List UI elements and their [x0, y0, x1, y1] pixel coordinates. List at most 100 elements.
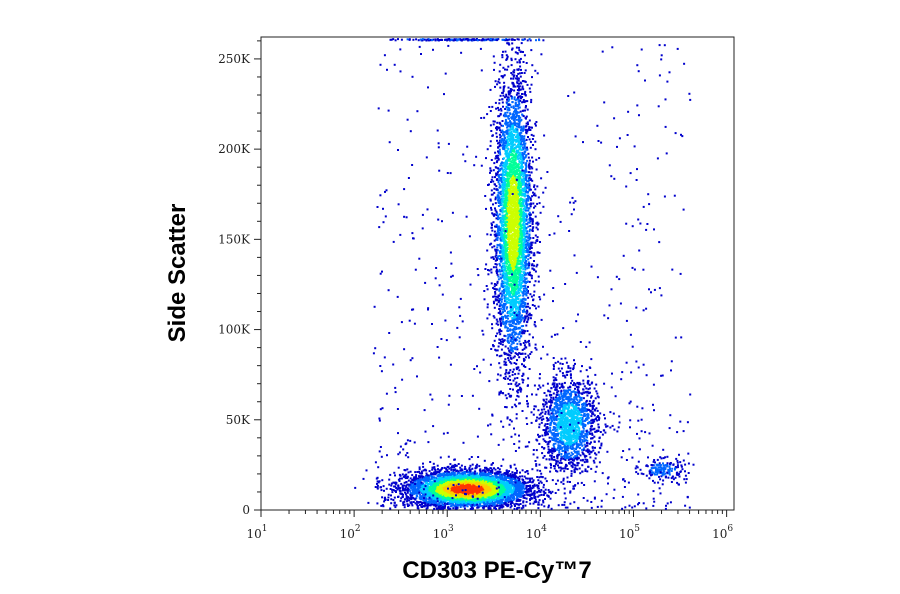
event-dot [437, 482, 440, 485]
event-dot [549, 497, 552, 500]
event-dot [389, 488, 392, 490]
event-dot [414, 487, 417, 490]
event-dot [544, 477, 547, 480]
event-dot [467, 476, 470, 479]
event-dot [519, 486, 522, 489]
event-dot [389, 473, 392, 476]
event-dot [509, 500, 511, 502]
event-dot [435, 481, 437, 484]
event-dot [533, 484, 536, 487]
event-dot [468, 497, 471, 500]
event-dot [494, 472, 496, 475]
event-dot [509, 482, 511, 484]
event-dot [547, 489, 550, 491]
event-dot [411, 488, 414, 491]
event-dot [485, 466, 488, 469]
event-dot [416, 482, 419, 485]
event-dot [519, 487, 522, 490]
event-dot [479, 496, 482, 499]
event-dot [537, 495, 540, 498]
event-dot [381, 479, 384, 482]
event-dot [475, 484, 478, 487]
event-dot [507, 480, 509, 482]
event-dot [414, 498, 417, 501]
event-dot [397, 478, 400, 481]
event-dot [511, 490, 514, 493]
event-dot [508, 491, 510, 494]
event-dot [399, 492, 402, 495]
event-dot [435, 480, 438, 483]
event-dot [456, 493, 459, 496]
event-dot [529, 499, 531, 502]
event-dot [509, 491, 512, 494]
event-dot [430, 503, 433, 506]
event-dot [485, 477, 488, 480]
event-dot [449, 481, 452, 483]
event-dot [436, 503, 439, 506]
event-dot [503, 479, 506, 482]
event-dot [480, 491, 483, 494]
event-dot [510, 484, 513, 486]
event-dot [510, 476, 513, 479]
event-dot [426, 495, 429, 498]
event-dot [362, 477, 365, 480]
event-dot [433, 493, 436, 495]
event-dot [464, 487, 467, 490]
event-dot [456, 506, 459, 509]
event-dot [483, 469, 486, 472]
event-dot [509, 498, 512, 501]
event-dot [409, 480, 412, 483]
event-dot [458, 480, 461, 483]
event-dot [479, 468, 482, 471]
event-dot [548, 491, 551, 494]
event-dot [498, 468, 501, 471]
event-dot [540, 489, 543, 491]
event-dot [391, 491, 394, 494]
event-dot [408, 504, 411, 507]
event-dot [554, 492, 557, 494]
event-dot [409, 470, 412, 473]
event-dot [461, 486, 464, 489]
event-dot [480, 501, 483, 504]
event-dot [486, 478, 489, 481]
event-dot [434, 469, 437, 471]
event-dot [383, 489, 385, 492]
event-dot [501, 479, 504, 482]
event-dot [473, 475, 476, 478]
event-dot [542, 483, 545, 486]
event-dot [478, 500, 481, 503]
event-dot [441, 489, 444, 492]
event-dot [533, 496, 536, 499]
event-dot [450, 489, 453, 492]
event-dot [488, 478, 491, 480]
event-dot [445, 467, 448, 470]
event-dot [421, 484, 424, 487]
event-dot [392, 481, 395, 484]
event-dot [482, 469, 485, 472]
event-dot [428, 494, 431, 496]
event-dot [431, 490, 434, 493]
event-dot [471, 488, 474, 491]
event-dot [471, 486, 474, 489]
event-dot [547, 495, 550, 498]
event-dot [448, 471, 451, 474]
event-dot [489, 496, 492, 499]
event-dot [466, 501, 469, 504]
event-dot [461, 484, 464, 487]
event-dot [449, 494, 452, 497]
event-dot [540, 475, 543, 478]
event-dot [388, 478, 391, 481]
event-dot [439, 495, 442, 498]
event-dot [483, 492, 486, 495]
event-dot [457, 502, 460, 504]
event-dot [406, 477, 409, 479]
event-dot [490, 489, 493, 492]
event-dot [497, 480, 500, 483]
event-dot [518, 479, 520, 482]
event-dot [460, 485, 463, 488]
event-dot [522, 501, 525, 504]
event-dot [399, 477, 401, 480]
event-dot [433, 495, 436, 498]
event-dot [450, 466, 453, 469]
event-dot [506, 491, 509, 494]
